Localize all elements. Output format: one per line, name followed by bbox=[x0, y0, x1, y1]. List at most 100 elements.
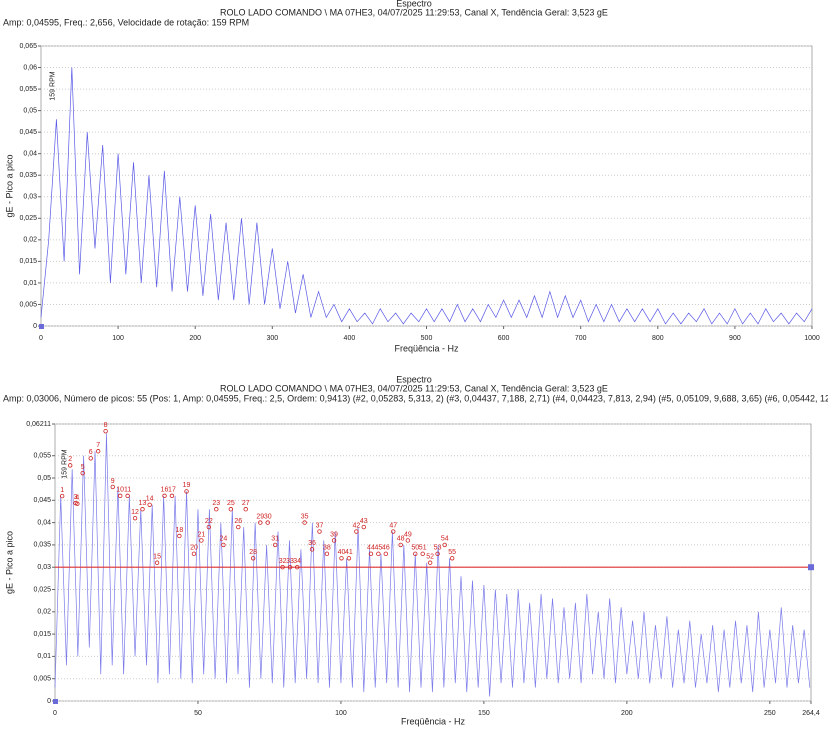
peak-label: 10 bbox=[116, 487, 124, 494]
peak-marker bbox=[162, 493, 167, 499]
peak-marker bbox=[354, 529, 359, 534]
peak-marker bbox=[405, 538, 411, 543]
peak-label: 37 bbox=[316, 522, 324, 529]
peak-marker bbox=[169, 493, 175, 499]
peak-label: 39 bbox=[330, 531, 338, 538]
peak-marker bbox=[368, 551, 374, 557]
peak-label: 15 bbox=[153, 554, 161, 561]
y-tick-label: 0,035 bbox=[33, 542, 51, 549]
y-tick-label: 0,045 bbox=[19, 129, 37, 136]
peak-marker bbox=[317, 529, 322, 534]
peak-label: 31 bbox=[271, 536, 279, 543]
peak-marker bbox=[177, 533, 182, 539]
chart-title: Espectro bbox=[396, 374, 432, 384]
peak-label: 14 bbox=[146, 496, 154, 503]
peak-label: 3 bbox=[74, 494, 78, 501]
peak-label: 49 bbox=[404, 531, 412, 538]
peak-marker bbox=[125, 493, 130, 499]
peak-marker bbox=[376, 551, 381, 557]
peak-marker bbox=[191, 551, 197, 557]
peak-label: 6 bbox=[89, 449, 93, 456]
y-tick-label: 0 bbox=[47, 698, 51, 705]
peak-marker bbox=[103, 428, 108, 434]
peak-label: 5 bbox=[81, 464, 85, 471]
peak-marker bbox=[117, 493, 123, 499]
y-tick-label: 0,015 bbox=[33, 631, 51, 638]
chart-title: Espectro bbox=[396, 0, 432, 8]
y-tick-label: 0,03 bbox=[37, 564, 51, 571]
x-tick-label: 700 bbox=[575, 335, 587, 342]
peak-label: 12 bbox=[131, 509, 139, 516]
y-tick-label: 0,05 bbox=[23, 107, 37, 114]
peak-marker bbox=[206, 524, 212, 530]
peak-label: 28 bbox=[249, 549, 257, 556]
peak-marker bbox=[331, 538, 337, 543]
x-tick-label: 264,4 bbox=[802, 710, 820, 717]
peak-marker bbox=[250, 556, 256, 561]
x-tick-label: 150 bbox=[478, 710, 490, 717]
peak-label: 2 bbox=[68, 456, 72, 463]
peak-marker bbox=[80, 470, 85, 476]
peak-marker bbox=[184, 489, 189, 494]
peak-label: 53 bbox=[434, 545, 442, 552]
peak-marker bbox=[383, 551, 389, 557]
peak-label: 33 bbox=[286, 558, 294, 565]
peak-label: 43 bbox=[360, 518, 368, 525]
peak-label: 35 bbox=[301, 513, 309, 520]
peak-label: 22 bbox=[205, 518, 213, 525]
peak-marker bbox=[67, 463, 73, 468]
y-tick-label: 0,055 bbox=[33, 453, 51, 460]
peak-marker bbox=[147, 502, 152, 507]
peak-marker bbox=[398, 542, 403, 548]
peak-label: 26 bbox=[234, 518, 242, 525]
peak-label: 16 bbox=[161, 487, 169, 494]
y-tick-label: 0 bbox=[33, 323, 37, 330]
peak-marker bbox=[449, 556, 455, 561]
y-tick-label: 0,04 bbox=[23, 151, 37, 158]
peak-label: 34 bbox=[293, 558, 301, 565]
peak-label: 17 bbox=[168, 487, 176, 494]
peak-label: 18 bbox=[175, 527, 183, 534]
x-tick-label: 100 bbox=[112, 335, 124, 342]
peak-label: 19 bbox=[183, 482, 191, 489]
rpm-annotation: 159 RPM bbox=[50, 71, 57, 100]
peak-marker bbox=[280, 565, 285, 570]
y-tick-label: 0,035 bbox=[19, 172, 37, 179]
peak-marker bbox=[88, 456, 93, 461]
peak-label: 48 bbox=[397, 536, 405, 543]
chart-subtitle: ROLO LADO COMANDO \ MA 07HE3, 04/07/2025… bbox=[220, 7, 608, 17]
x-tick-label: 0 bbox=[53, 710, 57, 717]
peak-label: 46 bbox=[382, 545, 390, 552]
peak-label: 20 bbox=[190, 545, 198, 552]
peak-label: 25 bbox=[227, 500, 235, 507]
peak-label: 4 bbox=[75, 495, 79, 502]
peak-label: 27 bbox=[242, 500, 250, 507]
y-axis-label: gE - Pico a pico bbox=[4, 531, 14, 594]
peak-marker bbox=[258, 520, 263, 525]
peak-marker bbox=[236, 524, 241, 530]
y-tick-label: 0,01 bbox=[37, 653, 51, 660]
chart-subtitle: ROLO LADO COMANDO \ MA 07HE3, 04/07/2025… bbox=[220, 383, 608, 393]
y-tick-label: 0,045 bbox=[33, 497, 51, 504]
peak-marker bbox=[294, 565, 300, 570]
peak-marker bbox=[272, 542, 278, 548]
x-tick-label: 300 bbox=[266, 335, 278, 342]
peak-label: 8 bbox=[104, 422, 108, 429]
peak-marker bbox=[140, 507, 145, 512]
peak-marker bbox=[95, 449, 101, 454]
x-axis-label: Freqüência - Hz bbox=[394, 343, 459, 353]
peak-label: 29 bbox=[256, 513, 264, 520]
peak-marker bbox=[228, 507, 234, 512]
peak-marker bbox=[132, 515, 138, 521]
peak-marker bbox=[199, 538, 204, 543]
peak-marker bbox=[442, 542, 447, 548]
x-tick-label: 0 bbox=[39, 335, 43, 342]
y-tick-label: 0,025 bbox=[33, 586, 51, 593]
peak-label: 7 bbox=[96, 442, 100, 449]
peak-label: 50 bbox=[411, 545, 419, 552]
y-tick-label: 0,04 bbox=[37, 519, 51, 526]
y-tick-label: 0,06 bbox=[23, 64, 37, 71]
peak-marker bbox=[243, 507, 248, 512]
peak-label: 1 bbox=[60, 487, 64, 494]
